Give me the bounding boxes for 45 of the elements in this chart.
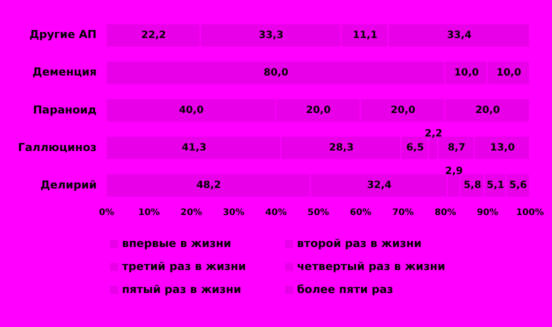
data-label: 20,0 bbox=[475, 104, 500, 116]
y-tick-label: Параноид bbox=[32, 103, 97, 116]
data-label: 41,3 bbox=[182, 142, 206, 154]
x-tick-label: 10% bbox=[138, 208, 160, 218]
data-label: 8,7 bbox=[448, 142, 466, 154]
x-tick-label: 70% bbox=[392, 208, 414, 218]
data-label: 22,2 bbox=[141, 30, 166, 41]
data-label: 5,8 bbox=[464, 180, 482, 192]
y-tick-label: Деменция bbox=[32, 66, 97, 79]
x-tick-label: 50% bbox=[308, 208, 330, 218]
data-label: 33,3 bbox=[258, 30, 284, 41]
data-label: 5,1 bbox=[486, 180, 504, 192]
data-label: 20,0 bbox=[306, 104, 331, 116]
data-label: 28,3 bbox=[329, 142, 354, 154]
legend-label: пятый раз в жизни bbox=[122, 283, 242, 296]
x-tick-label: 40% bbox=[265, 208, 287, 218]
data-label: 5,6 bbox=[509, 180, 528, 192]
y-tick-label: Галлюциноз bbox=[18, 140, 97, 154]
x-tick-label: 100% bbox=[516, 208, 544, 218]
legend-label: третий раз в жизни bbox=[122, 260, 246, 273]
data-label: 13,0 bbox=[490, 142, 515, 154]
x-tick-label: 80% bbox=[434, 208, 456, 218]
data-label: 2,2 bbox=[424, 128, 442, 140]
data-label: 20,0 bbox=[390, 104, 416, 116]
data-label: 40,0 bbox=[178, 104, 204, 116]
y-tick-label: Делирий bbox=[40, 178, 97, 192]
data-label: 80,0 bbox=[264, 67, 288, 78]
x-tick-label: 90% bbox=[476, 208, 498, 218]
data-label: 11,1 bbox=[352, 30, 378, 41]
data-label: 32,4 bbox=[366, 180, 392, 192]
data-label: 10,0 bbox=[454, 67, 479, 78]
data-label: 2,9 bbox=[445, 166, 463, 178]
x-tick-label: 20% bbox=[180, 208, 202, 218]
legend-label: впервые в жизни bbox=[122, 237, 232, 250]
data-label: 33,4 bbox=[446, 30, 472, 41]
data-label: 10,0 bbox=[496, 67, 522, 78]
y-tick-label: Другие АП bbox=[29, 28, 97, 42]
data-label: 6,5 bbox=[406, 142, 424, 154]
data-label: 48,2 bbox=[196, 180, 222, 192]
legend-label: четвертый раз в жизни bbox=[297, 260, 446, 273]
x-tick-label: 60% bbox=[350, 208, 372, 218]
x-tick-label: 30% bbox=[222, 208, 244, 218]
x-tick-label: 0% bbox=[99, 208, 114, 218]
legend-label: более пяти раз bbox=[297, 283, 394, 296]
legend-label: второй раз в жизни bbox=[297, 237, 422, 250]
